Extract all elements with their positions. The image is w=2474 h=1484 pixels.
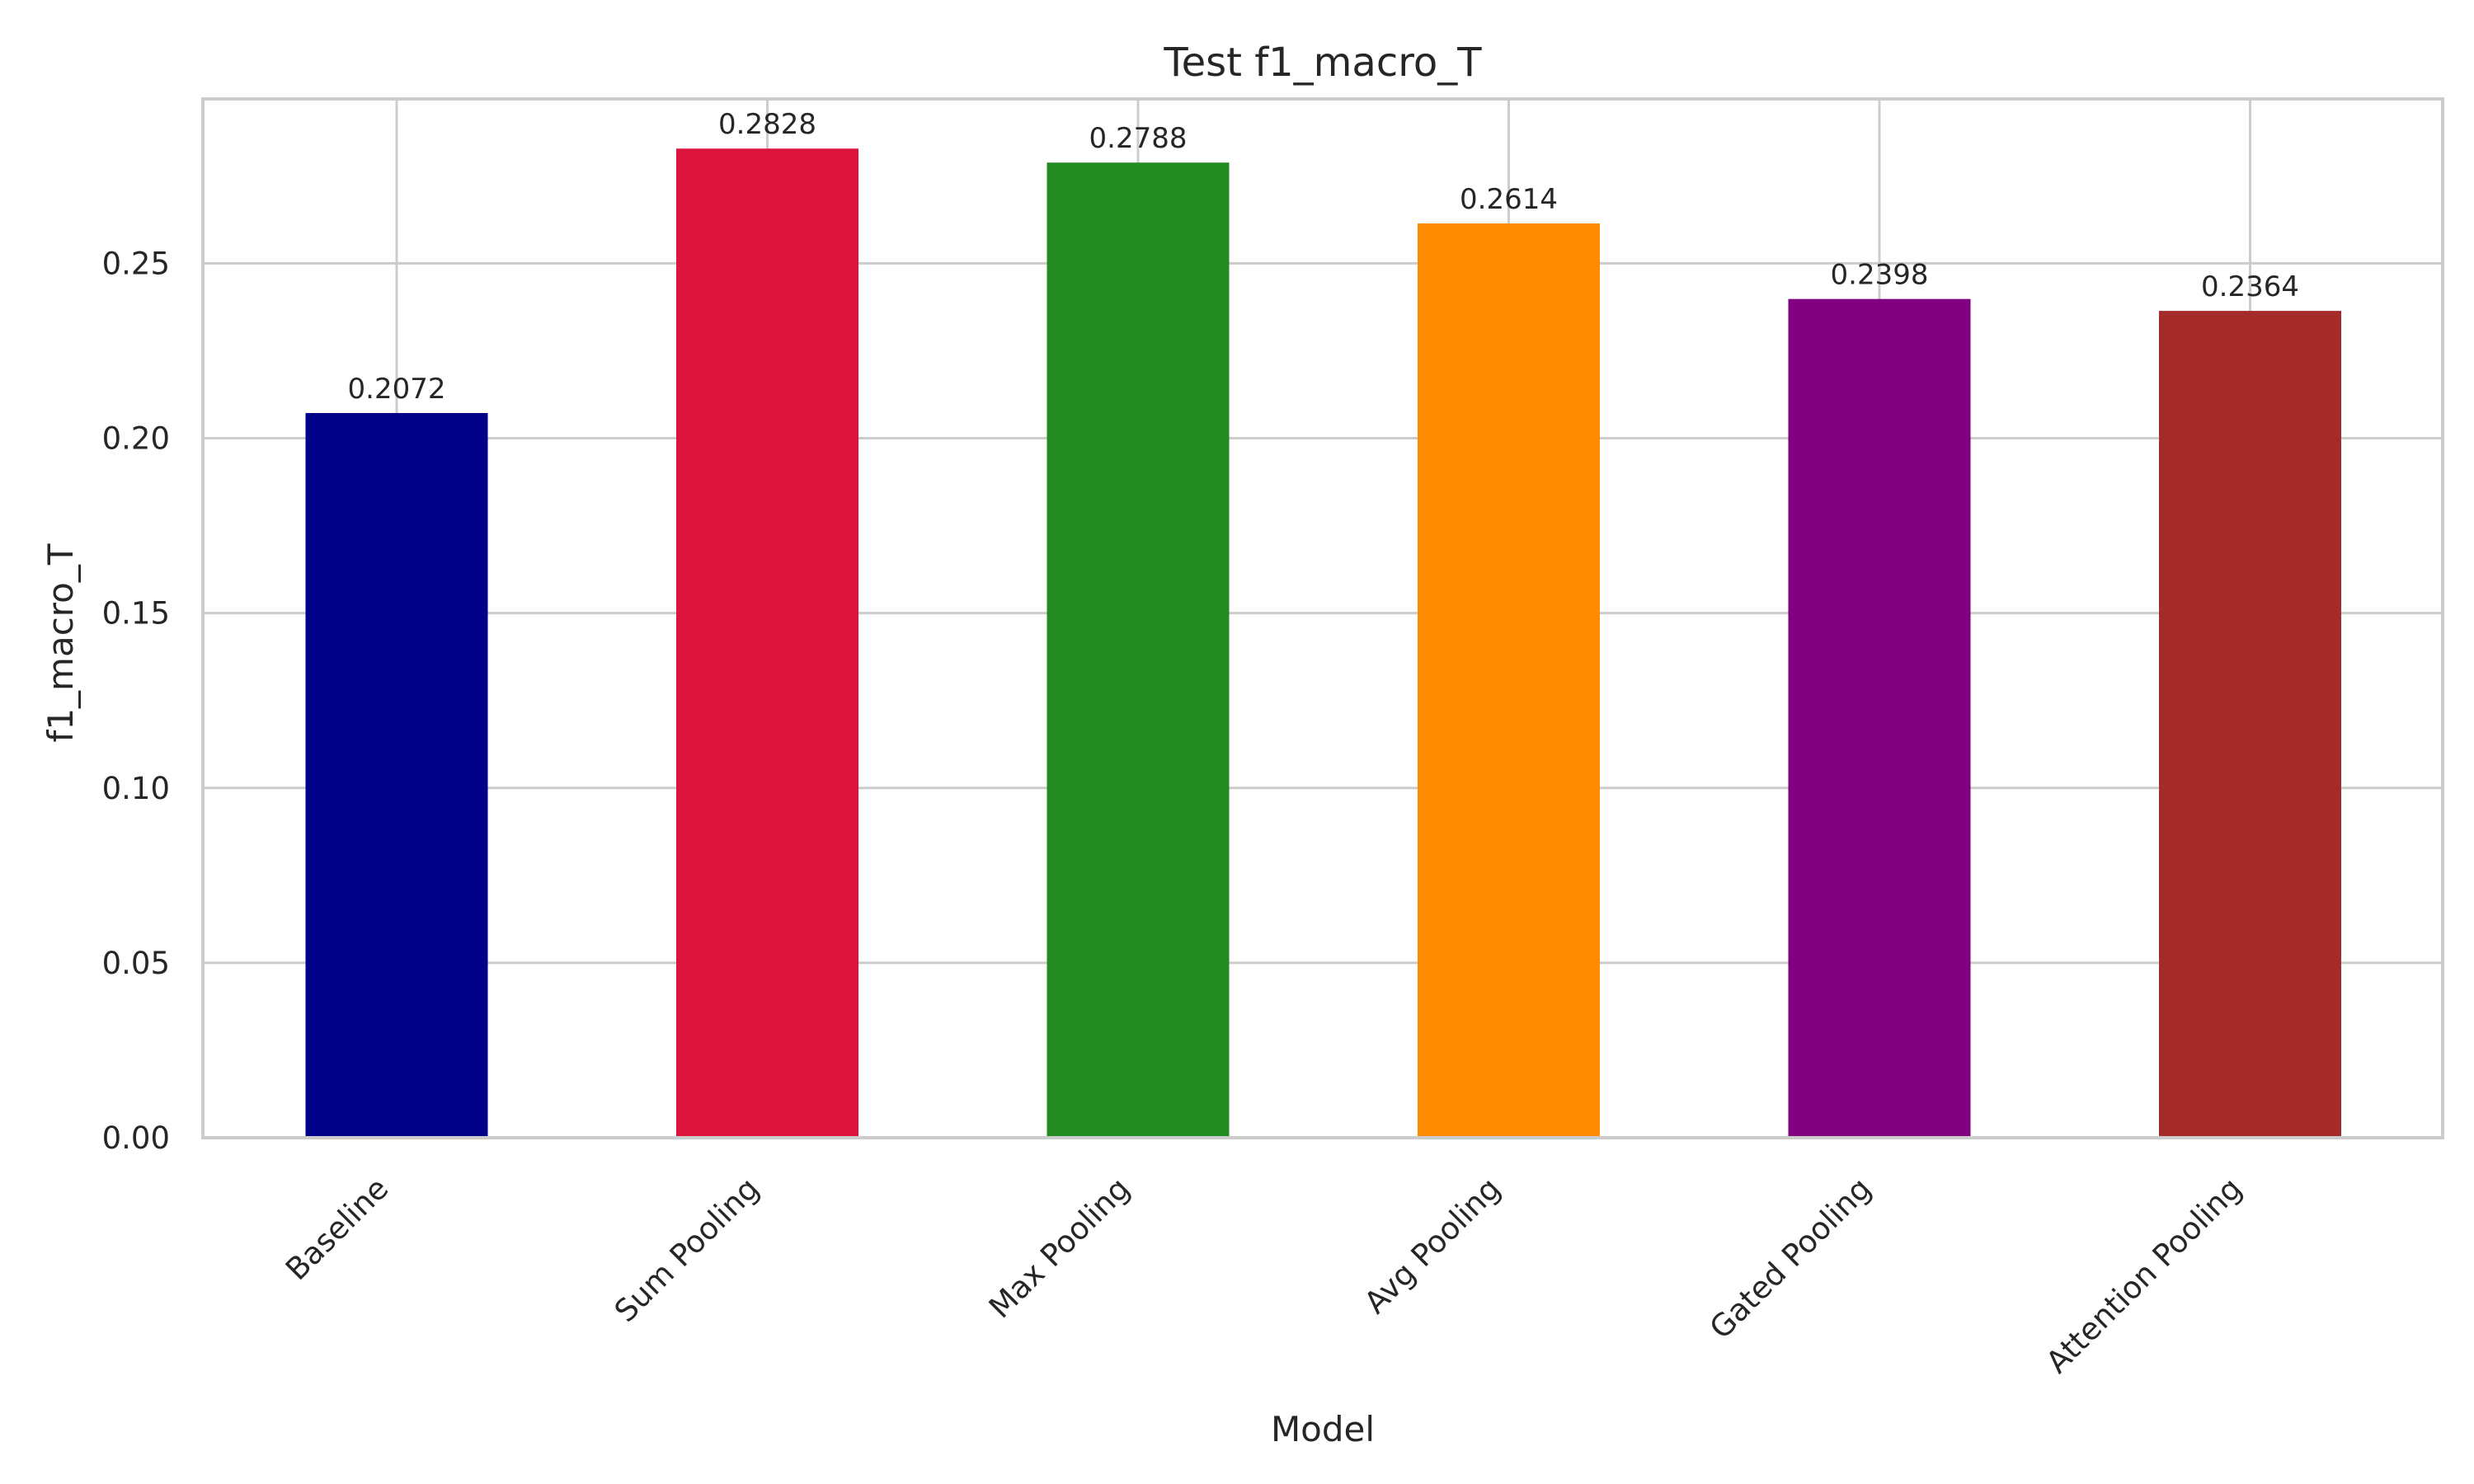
y-axis-ticks: 0.00 0.05 0.10 0.15 0.20 0.25	[102, 246, 170, 1156]
bars	[305, 148, 2341, 1139]
y-tick-label: 0.15	[102, 596, 170, 632]
y-axis-label: f1_macro_T	[40, 543, 81, 742]
y-tick-label: 0.20	[102, 421, 170, 457]
data-label: 0.2614	[1460, 183, 1558, 216]
data-label: 0.2072	[348, 373, 446, 406]
bar	[305, 412, 488, 1138]
data-label: 0.2788	[1089, 122, 1188, 155]
y-tick-label: 0.00	[102, 1120, 170, 1156]
bar	[1047, 162, 1230, 1138]
bar	[676, 148, 858, 1138]
chart-title: Test f1_macro_T	[1163, 40, 1482, 86]
data-label: 0.2828	[718, 108, 816, 141]
bar	[1418, 223, 1600, 1139]
data-labels: 0.2072 0.2828 0.2788 0.2614 0.2398 0.2364	[348, 108, 2299, 406]
bar	[1788, 298, 1971, 1139]
data-label: 0.2398	[1831, 259, 1929, 292]
plot-frame	[201, 97, 2444, 1139]
x-axis-label: Model	[1271, 1409, 1375, 1449]
data-label: 0.2364	[2201, 270, 2299, 303]
y-tick-label: 0.05	[102, 946, 170, 981]
y-tick-label: 0.10	[102, 771, 170, 806]
bar	[2159, 311, 2341, 1138]
y-tick-label: 0.25	[102, 246, 170, 281]
